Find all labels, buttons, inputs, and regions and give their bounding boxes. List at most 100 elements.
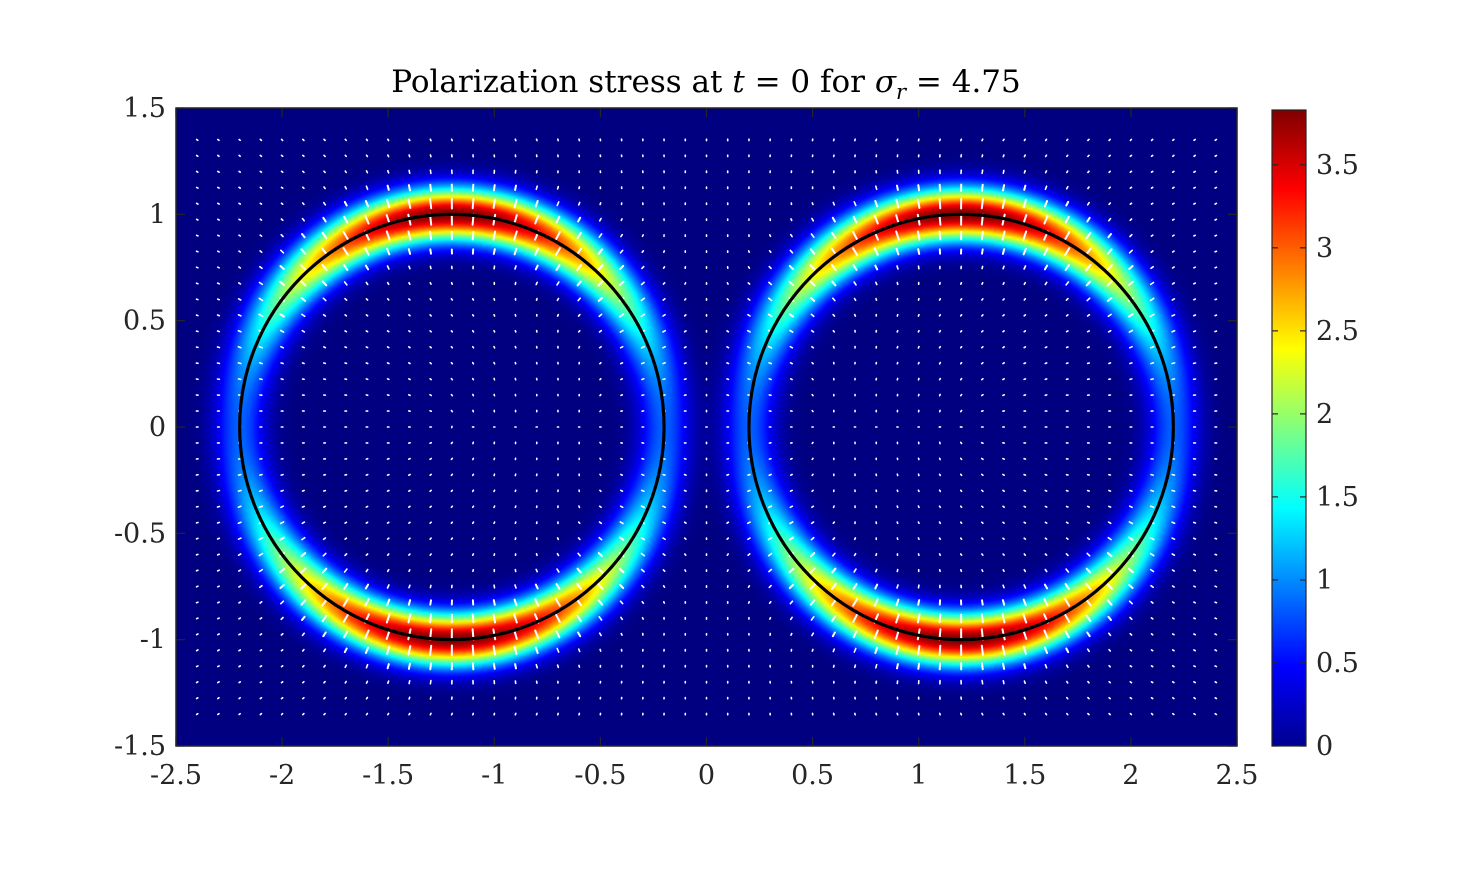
quiver-arrow: [217, 202, 220, 205]
quiver-arrow: [662, 378, 666, 381]
quiver-arrow: [1106, 280, 1113, 287]
colorbar-tick-label: 0.5: [1316, 648, 1359, 679]
quiver-arrow: [1107, 536, 1112, 541]
quiver-arrow: [938, 329, 942, 333]
quiver-arrow: [620, 377, 624, 381]
quiver-arrow: [1064, 215, 1070, 224]
quiver-arrow: [1002, 553, 1005, 556]
y-tick-label: 0.5: [123, 306, 166, 337]
quiver-arrow: [853, 185, 857, 190]
quiver-arrow: [450, 377, 454, 381]
quiver-arrow: [1214, 250, 1218, 253]
quiver-arrow: [1108, 648, 1112, 652]
quiver-arrow: [747, 378, 751, 381]
quiver-arrow: [1214, 680, 1218, 684]
quiver-arrow: [408, 169, 411, 174]
quiver-arrow: [981, 568, 984, 573]
quiver-arrow: [1108, 170, 1111, 174]
quiver-arrow: [577, 201, 581, 206]
quiver-arrow: [980, 457, 984, 461]
quiver-arrow: [1022, 645, 1027, 655]
quiver-arrow: [1171, 601, 1175, 604]
quiver-arrow: [640, 568, 645, 573]
quiver-arrow: [1214, 665, 1218, 668]
colorbar: [1271, 109, 1307, 747]
quiver-arrow: [238, 649, 242, 652]
quiver-arrow: [1108, 489, 1112, 492]
quiver-arrow: [980, 505, 984, 509]
quiver-arrow: [618, 567, 625, 574]
quiver-arrow: [407, 345, 411, 349]
quiver-arrow: [620, 218, 623, 222]
quiver-arrow: [831, 614, 837, 622]
quiver-arrow: [1001, 599, 1006, 606]
quiver-arrow: [641, 250, 645, 254]
quiver-arrow: [811, 345, 815, 349]
quiver-arrow: [471, 489, 475, 493]
quiver-arrow: [216, 521, 221, 524]
quiver-arrow: [599, 473, 602, 477]
quiver-arrow: [789, 249, 794, 254]
quiver-arrow: [259, 234, 263, 237]
quiver-arrow: [280, 680, 284, 684]
quiver-arrow: [429, 393, 433, 397]
quiver-arrow: [1065, 552, 1069, 557]
quiver-arrow: [768, 489, 773, 493]
quiver-arrow: [386, 154, 390, 158]
y-tick-label: -1: [140, 625, 166, 656]
quiver-arrow: [1002, 662, 1006, 670]
quiver-arrow: [874, 663, 878, 669]
quiver-arrow: [535, 712, 538, 716]
quiver-arrow: [258, 489, 263, 493]
quiver-arrow: [344, 664, 348, 669]
quiver-arrow: [959, 345, 963, 349]
quiver-arrow: [195, 585, 199, 588]
quiver-arrow: [301, 615, 306, 621]
quiver-arrow: [195, 234, 199, 237]
quiver-arrow: [1107, 521, 1112, 525]
quiver-arrow: [938, 553, 942, 557]
quiver-arrow: [471, 393, 475, 397]
quiver-arrow: [1107, 313, 1112, 318]
quiver-arrow: [873, 214, 879, 225]
quiver-arrow: [408, 712, 411, 716]
quiver-arrow: [556, 297, 560, 302]
quiver-arrow: [471, 644, 475, 656]
quiver-arrow: [662, 329, 667, 333]
quiver-arrow: [1193, 202, 1196, 205]
quiver-arrow: [1171, 649, 1175, 652]
quiver-arrow: [493, 313, 496, 317]
quiver-arrow: [895, 247, 900, 256]
quiver-arrow: [980, 198, 984, 210]
quiver-arrow: [789, 329, 794, 333]
quiver-arrow: [258, 584, 263, 589]
quiver-arrow: [556, 281, 560, 286]
quiver-arrow: [768, 265, 772, 270]
quiver-arrow: [1193, 601, 1196, 604]
quiver-arrow: [917, 361, 920, 365]
quiver-arrow: [1129, 154, 1133, 158]
quiver-arrow: [513, 613, 518, 624]
quiver-arrow: [830, 582, 837, 591]
quiver-arrow: [831, 631, 836, 638]
quiver-arrow: [1107, 329, 1112, 333]
plot-area: [176, 108, 1237, 746]
quiver-arrow: [407, 393, 411, 397]
quiver-arrow: [1044, 712, 1048, 716]
quiver-arrow: [1193, 154, 1196, 158]
quiver-arrow: [1065, 647, 1070, 654]
quiver-arrow: [555, 583, 561, 590]
quiver-arrow: [450, 489, 454, 493]
quiver-arrow: [301, 680, 305, 684]
quiver-arrow: [386, 473, 390, 476]
quiver-arrow: [1128, 249, 1133, 254]
quiver-arrow: [1149, 297, 1155, 302]
quiver-arrow: [683, 537, 687, 541]
quiver-arrow: [217, 633, 220, 636]
quiver-arrow: [365, 281, 369, 286]
quiver-arrow: [576, 582, 583, 591]
quiver-arrow: [323, 664, 326, 668]
quiver-arrow: [514, 265, 517, 270]
quiver-arrow: [683, 378, 687, 381]
quiver-arrow: [238, 282, 242, 285]
